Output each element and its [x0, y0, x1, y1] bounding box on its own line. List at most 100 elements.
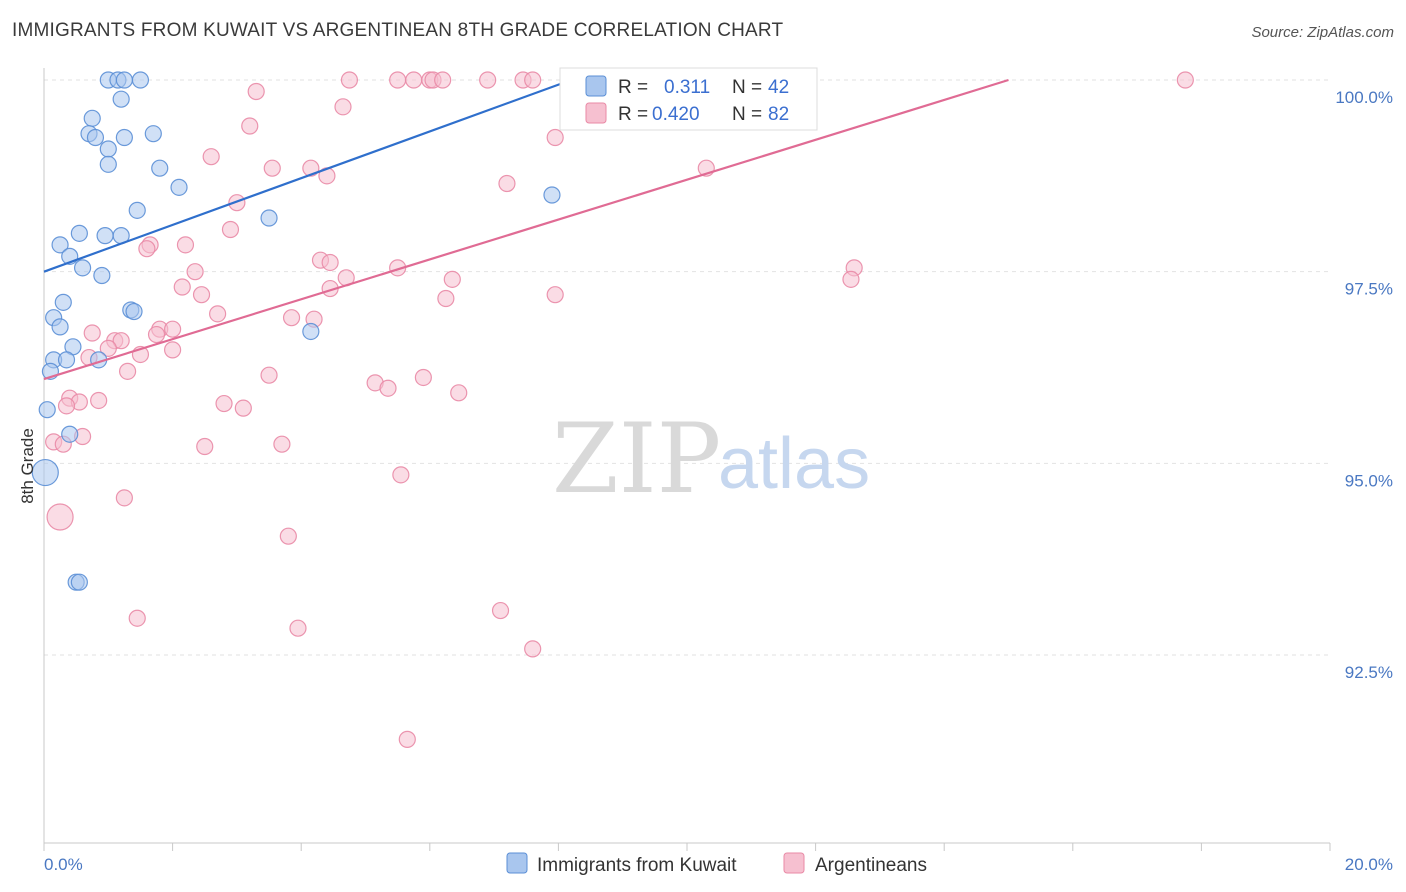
argentineans-point	[437, 289, 455, 308]
kuwait-point	[99, 155, 117, 173]
argentineans-point	[234, 399, 252, 417]
argentineans-point	[524, 640, 542, 658]
argentineans-point	[273, 435, 291, 453]
argentineans-point	[209, 305, 227, 323]
kuwait-point	[170, 178, 188, 196]
argentineans-point	[524, 71, 542, 89]
argentineans-point	[491, 601, 510, 620]
legend-r-label-argentineans: R =	[618, 104, 648, 125]
argentineans-point	[334, 98, 352, 116]
legend-n-value-kuwait: 42	[768, 77, 789, 98]
y-tick-label: 100.0%	[1335, 88, 1393, 107]
kuwait-point	[70, 224, 88, 242]
argentineans-point	[99, 339, 117, 357]
argentineans-point	[405, 71, 423, 89]
kuwait-point	[131, 71, 150, 89]
argentineans-point	[398, 730, 416, 748]
series-legend-label-argentineans: Argentineans	[815, 855, 927, 876]
axes	[43, 68, 1331, 851]
argentineans-point	[138, 240, 156, 258]
kuwait-point	[543, 186, 561, 204]
argentineans-point	[247, 82, 265, 101]
kuwait-point	[93, 266, 111, 285]
argentineans-point	[443, 270, 461, 288]
argentineans-point	[173, 278, 191, 296]
legend-swatch-kuwait	[585, 75, 607, 97]
argentineans-point	[118, 362, 137, 380]
argentineans-point	[260, 366, 278, 384]
argentineans-point	[1176, 71, 1194, 89]
y-tick-label: 97.5%	[1345, 280, 1393, 299]
argentineans-point	[192, 286, 211, 304]
argentineans-point	[176, 236, 195, 254]
kuwait-point	[57, 351, 76, 369]
argentineans-point	[450, 384, 468, 402]
argentineans-point	[83, 324, 101, 342]
y-tick-label: 95.0%	[1345, 471, 1393, 490]
argentineans-point	[241, 117, 259, 135]
argentineans-point	[186, 263, 204, 281]
argentineans-point	[57, 397, 76, 415]
argentineans-point	[279, 527, 297, 545]
argentineans-point	[128, 609, 146, 627]
argentineans-point	[196, 437, 214, 456]
kuwait-point	[54, 293, 72, 311]
kuwait-point	[302, 322, 320, 341]
kuwait-point	[70, 573, 88, 591]
argentineans-point	[202, 148, 220, 166]
chart-title: IMMIGRANTS FROM KUWAIT VS ARGENTINEAN 8T…	[12, 20, 784, 41]
argentineans-point	[842, 270, 860, 288]
kuwait-point	[99, 140, 117, 158]
kuwait-point	[144, 125, 162, 143]
argentineans-point	[546, 128, 564, 147]
kuwait-point	[31, 458, 59, 487]
argentineans-point	[90, 391, 108, 410]
legend-n-label-argentineans: N =	[732, 104, 762, 125]
legend-n-value-argentineans: 82	[768, 104, 789, 125]
kuwait-point	[115, 71, 133, 89]
argentineans-point	[389, 71, 407, 89]
argentineans-point	[379, 379, 397, 397]
kuwait-point	[38, 401, 56, 419]
argentineans-point	[215, 394, 233, 413]
argentineans-point	[414, 368, 432, 387]
legend-n-label-kuwait: N =	[732, 77, 762, 98]
argentineans-point	[434, 71, 452, 89]
argentineans-point	[340, 71, 359, 89]
legend-r-label-kuwait: R =	[618, 77, 648, 98]
kuwait-point	[83, 109, 101, 127]
argentineans-point	[479, 71, 497, 89]
kuwait-point	[86, 128, 105, 147]
argentineans-point	[321, 253, 339, 272]
legend-swatch-argentineans	[585, 102, 607, 124]
x-tick-label: 20.0%	[1345, 855, 1393, 874]
trend-lines	[43, 78, 1009, 381]
series-legend-label-kuwait: Immigrants from Kuwait	[537, 855, 737, 876]
stats-legend: R = 0.311 N = 42 R = 0.420 N = 82	[559, 67, 818, 131]
argentineans-point	[164, 341, 182, 359]
legend-r-value-argentineans: 0.420	[652, 104, 700, 125]
tick-labels: 92.5% 95.0% 97.5% 100.0% 0.0% 20.0%	[44, 88, 1393, 874]
argentineans-trend-line	[43, 78, 1009, 381]
watermark: ZIP atlas	[552, 403, 870, 515]
watermark-atlas: atlas	[718, 424, 870, 504]
legend-r-value-kuwait: 0.311	[664, 77, 710, 98]
argentineans-point	[392, 466, 410, 484]
argentineans-point	[115, 489, 133, 507]
source-label: Source: ZipAtlas.com	[1251, 24, 1394, 41]
kuwait-point	[128, 201, 146, 219]
grid-lines	[44, 79, 1330, 656]
argentineans-point	[263, 159, 281, 177]
kuwait-point	[61, 425, 79, 443]
argentineans-point	[282, 309, 301, 327]
argentineans-point	[164, 320, 182, 338]
y-axis-label: 8th Grade	[18, 428, 37, 504]
x-tick-label: 0.0%	[44, 855, 83, 874]
kuwait-trend-line	[43, 78, 572, 273]
kuwait-point	[51, 318, 69, 336]
kuwait-point	[115, 128, 133, 147]
argentineans-point	[498, 174, 516, 193]
argentineans-point	[221, 220, 240, 239]
y-tick-label: 92.5%	[1345, 663, 1393, 682]
